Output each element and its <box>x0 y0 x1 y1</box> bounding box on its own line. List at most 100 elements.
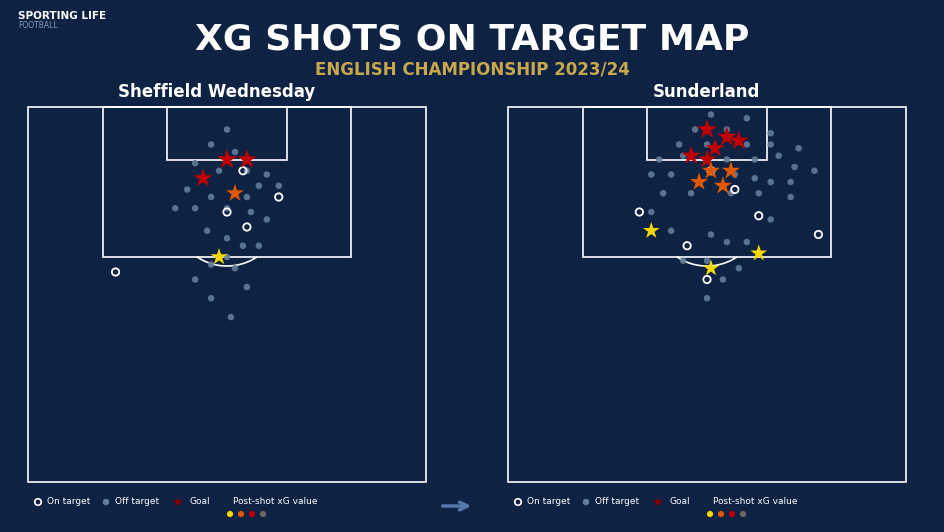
Point <box>219 125 234 134</box>
Point <box>702 167 717 175</box>
Point <box>731 264 746 272</box>
Point <box>643 227 658 235</box>
Point <box>747 174 762 182</box>
Point <box>251 242 266 250</box>
Text: Off target: Off target <box>115 497 159 506</box>
Text: XG SHOTS ON TARGET MAP: XG SHOTS ON TARGET MAP <box>194 23 749 57</box>
Text: ENGLISH CHAMPIONSHIP 2023/24: ENGLISH CHAMPIONSHIP 2023/24 <box>314 60 629 78</box>
Point <box>259 215 274 224</box>
Bar <box>103 107 351 257</box>
Point <box>203 193 218 201</box>
Point <box>251 181 266 190</box>
Point <box>770 152 785 160</box>
Point <box>738 238 753 246</box>
Point <box>651 155 666 164</box>
Point <box>228 148 243 156</box>
Point <box>203 294 218 303</box>
Point <box>108 268 123 276</box>
Point <box>687 125 702 134</box>
Point <box>722 167 737 175</box>
Point <box>649 498 665 506</box>
Point <box>632 207 647 216</box>
Point <box>259 170 274 179</box>
Point <box>239 155 254 164</box>
Point <box>222 510 237 518</box>
Point <box>243 207 258 216</box>
Point <box>702 110 717 119</box>
Point <box>718 125 733 134</box>
Point <box>219 234 234 243</box>
Point <box>713 510 728 518</box>
Point <box>715 181 730 190</box>
Text: On target: On target <box>47 497 91 506</box>
Text: Off target: Off target <box>595 497 638 506</box>
Point <box>188 204 203 212</box>
Point <box>699 294 714 303</box>
Point <box>239 193 254 201</box>
Point <box>199 227 214 235</box>
Point <box>718 155 733 164</box>
Point <box>188 275 203 284</box>
Point <box>699 155 714 164</box>
Text: Post-shot xG value: Post-shot xG value <box>233 497 317 506</box>
Point <box>643 170 658 179</box>
Point <box>790 144 805 153</box>
Point <box>786 163 801 171</box>
Point <box>783 193 798 201</box>
Point <box>179 185 194 194</box>
Point <box>699 256 714 265</box>
Point <box>763 140 778 149</box>
Point <box>510 498 525 506</box>
Text: Goal: Goal <box>668 497 689 506</box>
Point <box>715 275 730 284</box>
Point <box>699 275 714 284</box>
Point <box>30 498 45 506</box>
Point <box>195 174 211 182</box>
Text: SPORTING LIFE: SPORTING LIFE <box>18 11 106 21</box>
Point <box>699 140 714 149</box>
Bar <box>28 107 426 482</box>
Point <box>228 189 243 197</box>
Point <box>244 510 260 518</box>
Point <box>675 152 690 160</box>
Point <box>691 178 706 186</box>
Point <box>578 498 593 506</box>
Point <box>750 189 766 197</box>
Point <box>683 189 698 197</box>
Point <box>188 159 203 168</box>
Text: FOOTBALL: FOOTBALL <box>18 21 58 29</box>
Point <box>239 167 254 175</box>
Point <box>98 498 113 506</box>
Point <box>731 137 746 145</box>
Bar <box>647 107 766 160</box>
Point <box>738 114 753 122</box>
Point <box>211 167 227 175</box>
Text: Post-shot xG value: Post-shot xG value <box>712 497 797 506</box>
Point <box>707 144 722 153</box>
Point <box>699 125 714 134</box>
Point <box>727 185 742 194</box>
Text: On target: On target <box>527 497 570 506</box>
Point <box>203 140 218 149</box>
Bar <box>508 107 905 482</box>
Point <box>643 207 658 216</box>
Point <box>810 230 825 239</box>
Point <box>763 129 778 137</box>
Point <box>170 498 185 506</box>
Point <box>724 510 739 518</box>
Point <box>239 223 254 231</box>
Point <box>738 140 753 149</box>
Point <box>718 238 733 246</box>
Text: Goal: Goal <box>189 497 210 506</box>
Point <box>763 178 778 186</box>
Point <box>702 230 717 239</box>
Point <box>655 189 670 197</box>
Point <box>701 510 716 518</box>
Point <box>763 215 778 224</box>
Point <box>727 170 742 179</box>
Point <box>203 260 218 269</box>
Point <box>702 264 717 272</box>
Point <box>235 242 250 250</box>
Point <box>271 181 286 190</box>
Point <box>663 170 678 179</box>
